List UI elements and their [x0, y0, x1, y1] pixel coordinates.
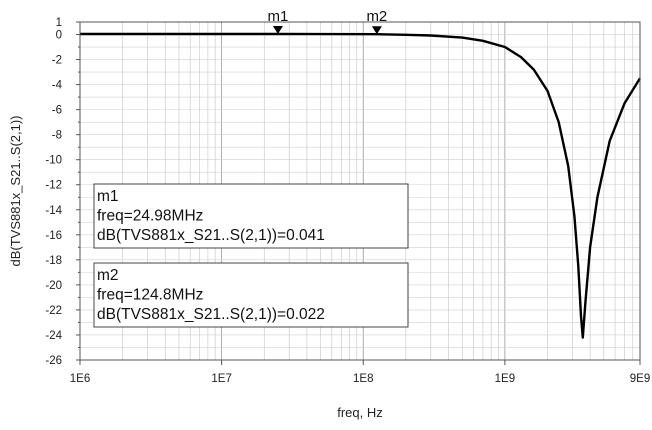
readout-m2-line-1: m2: [97, 267, 119, 284]
x-tick-label: 1E9: [495, 373, 515, 385]
marker-m2-triangle[interactable]: [371, 26, 382, 35]
x-tick-label: 9E9: [630, 373, 650, 385]
y-tick-label: 0: [56, 30, 62, 42]
y-tick-label: -22: [45, 305, 62, 317]
marker-readouts: m1 freq=24.98MHz dB(TVS881x_S21..S(2,1))=0…: [93, 183, 409, 328]
marker-m1-label: m1: [268, 8, 289, 25]
readout-m2-line-3: dB(TVS881x_S21..S(2,1))=0.022: [97, 306, 325, 323]
y-tick-label: -6: [52, 105, 62, 117]
y-tick-label: -8: [52, 130, 62, 142]
y-tick-label: -2: [52, 55, 62, 67]
x-axis-label: freq, Hz: [337, 405, 383, 420]
x-tick-label: 1E6: [70, 373, 90, 385]
marker-m2-label: m2: [366, 8, 387, 25]
readout-m2-line-2: freq=124.8MHz: [97, 287, 203, 304]
marker-m1-triangle[interactable]: [272, 26, 283, 35]
y-axis: 10 -2 -4 -6 -8 -10 -12 -14 -16 -18 -20 -22 -24 -26: [45, 17, 80, 367]
readout-m1-line-1: m1: [97, 188, 119, 205]
y-tick-label: 1: [56, 17, 62, 29]
y-tick-label: -4: [52, 80, 63, 92]
y-tick-label: -12: [45, 180, 62, 192]
plot-area: [79, 21, 641, 361]
series-line-1: [80, 32, 642, 339]
y-axis-label: dB(TVS881x_S21..S(2,1)): [8, 115, 23, 266]
y-tick-label: -26: [45, 355, 62, 367]
readout-m1-line-2: freq=24.98MHz: [97, 208, 203, 225]
readout-m1-line-3: dB(TVS881x_S21..S(2,1))=0.041: [97, 227, 325, 244]
y-tick-label: -10: [45, 155, 62, 167]
readout-m1-box: [93, 183, 409, 249]
y-tick-label: -24: [45, 330, 62, 342]
x-axis: 1E6 1E7 1E8 1E9 9E9: [70, 360, 650, 385]
x-tick-label: 1E7: [211, 373, 231, 385]
y-tick-label: -20: [45, 280, 62, 292]
readout-m2-box: [93, 262, 409, 328]
series-layer: [80, 32, 642, 339]
x-tick-label: 1E8: [353, 373, 373, 385]
markers: m1 m2: [268, 8, 387, 35]
y-tick-label: -14: [45, 205, 62, 217]
y-tick-label: -18: [45, 255, 62, 267]
y-tick-label: -16: [45, 230, 62, 242]
